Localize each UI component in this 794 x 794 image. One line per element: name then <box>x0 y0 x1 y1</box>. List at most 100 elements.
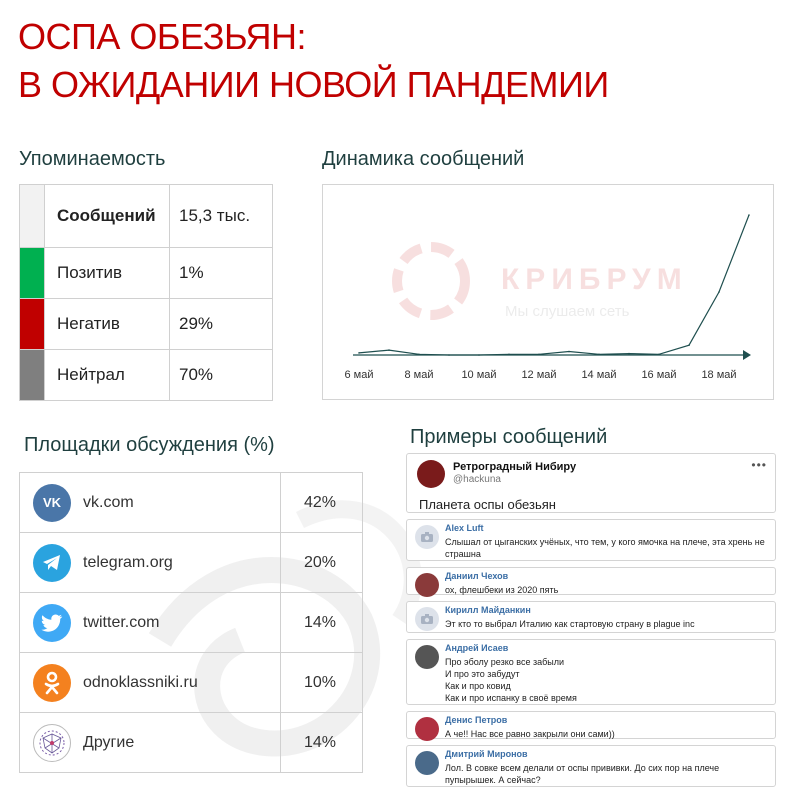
x-tick-label: 8 май <box>405 369 434 381</box>
comment-item: Alex Luft Слышал от цыганских учёных, чт… <box>406 519 776 561</box>
messages-series-line <box>358 214 750 356</box>
platform-share-other: 14% <box>280 712 363 773</box>
odnoklassniki-icon <box>33 663 71 702</box>
comment-item: Даниил Чехов ох, флешбеки из 2020 пять <box>406 567 776 597</box>
data-point <box>508 353 510 356</box>
camera-placeholder-icon <box>415 525 439 549</box>
vk-icon: VK <box>33 483 71 522</box>
positive-swatch <box>19 247 45 299</box>
mentions-total-label: Сообщений <box>44 184 170 248</box>
dynamics-heading: Динамика сообщений <box>322 148 525 170</box>
negative-swatch <box>19 298 45 350</box>
sample-post[interactable]: Ретроградный Нибиру @hackuna ••• Планета… <box>406 453 776 513</box>
comment-avatar <box>415 751 439 775</box>
x-axis-arrow <box>743 350 751 360</box>
mentions-total-row: Сообщений 15,3 тыс. <box>19 184 273 248</box>
platform-name-other: Другие <box>83 733 135 751</box>
comment-text: ох, флешбеки из 2020 пять <box>445 585 559 595</box>
data-point <box>688 344 690 346</box>
dynamics-line-chart: 6 май 8 май 10 май 12 май 14 май 16 май 18 май <box>345 214 751 381</box>
more-options-icon[interactable]: ••• <box>751 458 767 472</box>
comment-author: Даниил Чехов <box>445 571 509 581</box>
comment-item: Андрей Исаев Про эболу резко все забыли … <box>406 639 776 705</box>
page-title-line1: ОСПА ОБЕЗЬЯН: <box>18 16 307 57</box>
comment-avatar <box>415 717 439 741</box>
data-point <box>418 353 420 356</box>
platform-row-other: Другие 14% <box>19 712 363 773</box>
mentions-total-swatch <box>19 184 45 248</box>
watermark-brand: КРИБРУМ <box>501 263 688 296</box>
comment-author: Денис Петров <box>445 715 508 725</box>
examples-heading: Примеры сообщений <box>410 426 608 448</box>
post-text: Планета оспы обезьян <box>419 497 556 512</box>
platform-share-twitter: 14% <box>280 592 363 653</box>
platform-name-vk: vk.com <box>83 493 134 511</box>
x-tick-label: 6 май <box>345 369 374 381</box>
platform-name-telegram: telegram.org <box>83 553 173 571</box>
comment-text: Эт кто то выбрал Италию как стартовую ст… <box>445 619 695 629</box>
mentions-row-negative: Негатив 29% <box>19 298 273 350</box>
x-tick-label: 10 май <box>461 369 496 381</box>
comment-text: А че!! Нас все равно закрыли они сами)) <box>445 729 615 739</box>
post-author-name: Ретроградный Нибиру <box>453 461 577 473</box>
data-point <box>388 349 390 351</box>
positive-value: 1% <box>169 247 273 299</box>
comment-author: Андрей Исаев <box>445 643 509 653</box>
comment-text: Про эболу резко все забыли И про это заб… <box>445 657 577 703</box>
comment-author: Кирилл Майданкин <box>445 605 531 615</box>
platform-row-twitter: twitter.com 14% <box>19 592 363 653</box>
data-point <box>718 291 720 293</box>
x-tick-label: 16 май <box>641 369 676 381</box>
camera-placeholder-icon <box>415 607 439 631</box>
data-point <box>538 353 540 356</box>
data-point <box>478 354 480 356</box>
data-point <box>358 352 360 354</box>
platform-share-telegram: 20% <box>280 532 363 593</box>
platform-name-twitter: twitter.com <box>83 613 160 631</box>
data-point <box>598 353 600 356</box>
comment-author: Alex Luft <box>445 523 484 533</box>
negative-label: Негатив <box>44 298 170 350</box>
telegram-icon <box>33 543 71 582</box>
neutral-label: Нейтрал <box>44 349 170 401</box>
data-point <box>568 350 570 353</box>
platforms-heading: Площадки обсуждения (%) <box>24 434 275 456</box>
mentions-heading: Упоминаемость <box>19 148 166 170</box>
platform-name-odnoklassniki: odnoklassniki.ru <box>83 673 198 691</box>
kribrum-watermark: КРИБРУМ Мы слушаем сеть <box>392 242 688 320</box>
mentions-table: Сообщений 15,3 тыс. Позитив 1% Негатив 2… <box>19 184 273 401</box>
post-author-avatar <box>417 460 445 488</box>
x-tick-label: 18 май <box>701 369 736 381</box>
watermark-slogan: Мы слушаем сеть <box>505 303 630 320</box>
message-examples: Ретроградный Нибиру @hackuna ••• Планета… <box>406 453 776 787</box>
data-point <box>658 353 660 356</box>
comment-text: Лол. В совке всем делали от оспы прививк… <box>445 763 720 785</box>
twitter-icon <box>33 603 71 642</box>
network-icon <box>33 723 71 762</box>
data-point <box>748 214 750 216</box>
watermark-logo-circle <box>392 242 470 320</box>
x-tick-label: 12 май <box>521 369 556 381</box>
platform-row-telegram: telegram.org 20% <box>19 532 363 593</box>
page-title-line2: В ОЖИДАНИИ НОВОЙ ПАНДЕМИИ <box>18 64 609 105</box>
comment-avatar <box>415 573 439 597</box>
post-author-handle: @hackuna <box>453 474 501 485</box>
data-point <box>628 352 630 355</box>
mentions-row-positive: Позитив 1% <box>19 247 273 299</box>
negative-value: 29% <box>169 298 273 350</box>
comment-item: Кирилл Майданкин Эт кто то выбрал Италию… <box>406 601 776 633</box>
neutral-swatch <box>19 349 45 401</box>
platform-row-vk: VK vk.com 42% <box>19 472 363 533</box>
platforms-table: VK vk.com 42% telegram.org 20% twitter.c… <box>19 472 363 773</box>
comment-text: Слышал от цыганских учёных, что тем, у к… <box>445 537 765 559</box>
comment-author: Дмитрий Миронов <box>445 749 528 759</box>
platform-share-odnoklassniki: 10% <box>280 652 363 713</box>
data-point <box>448 354 450 356</box>
x-tick-label: 14 май <box>581 369 616 381</box>
comment-item: Денис Петров А че!! Нас все равно закрыл… <box>406 711 776 741</box>
dynamics-chart-panel: КРИБРУМ Мы слушаем сеть 6 май 8 май 10 май… <box>322 184 774 400</box>
mentions-total-value: 15,3 тыс. <box>169 184 273 248</box>
neutral-value: 70% <box>169 349 273 401</box>
comment-item: Дмитрий Миронов Лол. В совке всем делали… <box>406 745 776 787</box>
platform-share-vk: 42% <box>280 472 363 533</box>
